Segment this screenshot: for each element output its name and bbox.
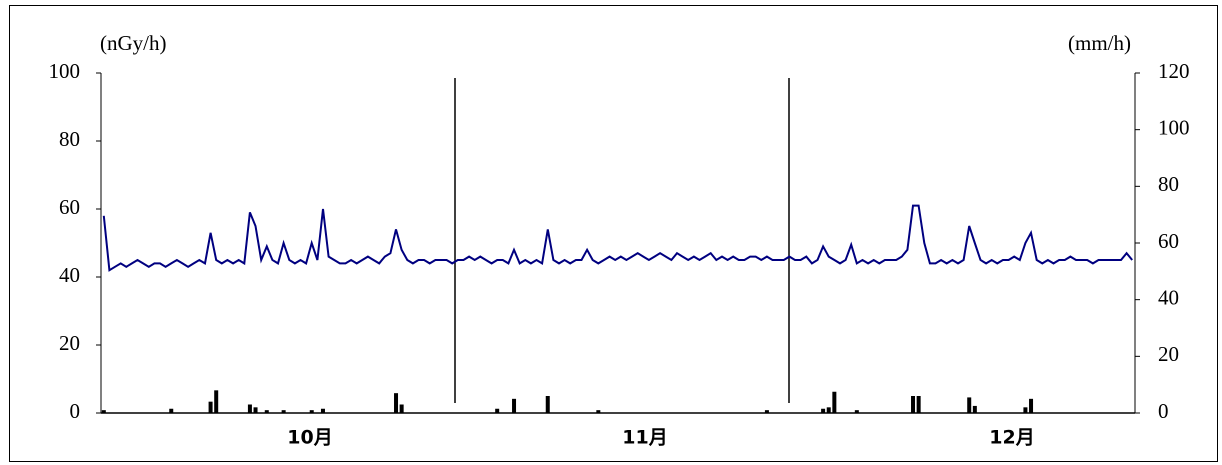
rain-bar	[281, 410, 286, 413]
rain-bar	[208, 401, 213, 413]
y2-axis-label: (mm/h)	[1068, 31, 1131, 55]
rain-bar	[1029, 398, 1034, 413]
y2-tick-label: 40	[1158, 285, 1179, 309]
rain-bar	[832, 391, 837, 413]
y2-tick-label: 20	[1158, 342, 1179, 366]
y-tick-label: 80	[59, 127, 80, 151]
rain-bar	[101, 410, 106, 413]
rain-bar	[253, 407, 258, 413]
y-tick-label: 100	[49, 59, 81, 83]
x-tick-label: 12月	[989, 427, 1034, 449]
dose-line	[102, 204, 1133, 272]
rain-bar	[309, 410, 314, 413]
rain-bar	[394, 393, 399, 413]
x-tick-label: 10月	[287, 427, 332, 449]
y2-tick-label: 100	[1158, 115, 1190, 139]
rain-bar	[247, 404, 252, 413]
y-axis-label: (nGy/h)	[100, 31, 167, 55]
rain-bar	[826, 407, 831, 413]
rain-bar	[596, 410, 601, 413]
y2-tick-label: 60	[1158, 229, 1179, 253]
rain-bar	[169, 408, 174, 413]
rain-bar	[1023, 407, 1028, 413]
y2-tick-label: 80	[1158, 172, 1179, 196]
rain-bar	[854, 410, 859, 413]
rain-bar	[495, 408, 500, 413]
outer-frame	[9, 5, 1218, 462]
rain-bar	[967, 397, 972, 413]
y-tick-label: 0	[70, 399, 81, 423]
rain-bar	[764, 410, 769, 413]
rain-bar	[214, 390, 219, 413]
y2-tick-label: 0	[1158, 399, 1169, 423]
rain-bar	[916, 396, 921, 413]
rain-bar	[911, 396, 916, 413]
x-tick-label: 11月	[622, 427, 667, 449]
rain-bar	[264, 410, 269, 413]
y-tick-label: 20	[59, 331, 80, 355]
y-tick-label: 40	[59, 263, 80, 287]
rain-bar	[320, 408, 325, 413]
rain-bar	[399, 404, 404, 413]
y-tick-label: 60	[59, 195, 80, 219]
y2-tick-label: 120	[1158, 59, 1190, 83]
rain-bar	[545, 396, 550, 413]
rain-bar	[972, 405, 977, 413]
rain-bar	[512, 398, 517, 413]
rain-bar	[821, 408, 826, 413]
